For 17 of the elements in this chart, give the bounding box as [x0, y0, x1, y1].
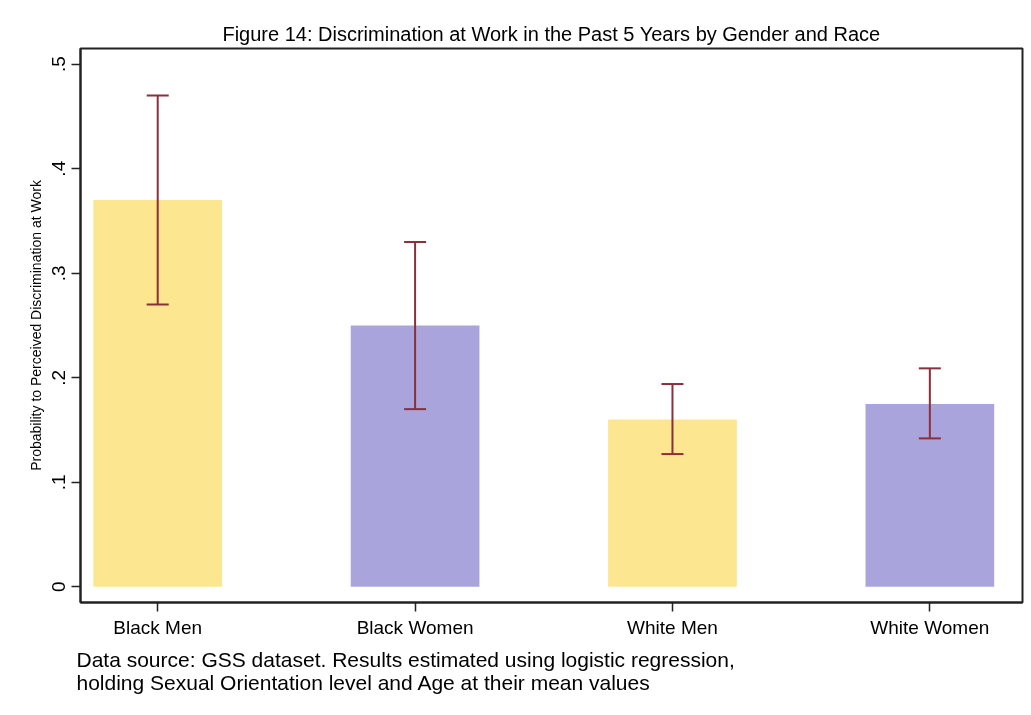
bar	[608, 419, 737, 587]
y-tick-label: 0	[48, 581, 70, 593]
y-tick-label: .5	[48, 56, 70, 73]
bar	[350, 325, 480, 587]
source-note: Data source: GSS dataset. Results estimated using logistic regression, holding Sexual Orientation level and Age at their mean values	[76, 647, 735, 694]
x-tick-label: White Women	[870, 616, 990, 638]
bar	[865, 403, 995, 587]
y-tick-label: .3	[48, 265, 70, 282]
x-tick-label: Black Women	[356, 616, 474, 638]
x-tick-label: White Men	[627, 616, 718, 638]
y-tick-label: .1	[48, 474, 70, 491]
y-axis-title: Probability to Perceived Discrimination at Work	[27, 179, 44, 471]
chart-title: Figure 14: Discrimination at Work in the Past 5 Years by Gender and Race	[222, 22, 881, 45]
y-tick-label: .2	[48, 369, 70, 386]
y-tick-label: .4	[48, 160, 70, 177]
x-tick-label: Black Men	[113, 616, 203, 638]
bar	[93, 200, 223, 587]
